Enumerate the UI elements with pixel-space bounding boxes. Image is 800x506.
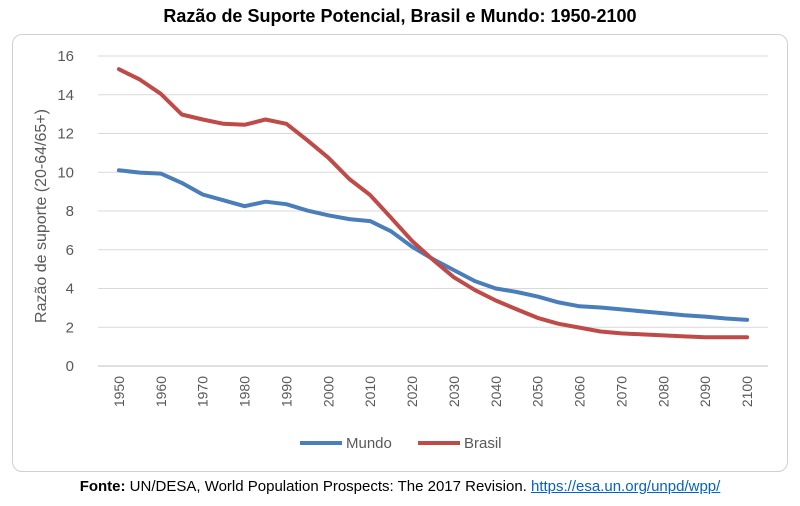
x-tick-label: 2000 xyxy=(320,376,336,407)
x-tick-label: 2050 xyxy=(530,376,546,407)
y-tick-label: 0 xyxy=(66,358,74,375)
x-tick-label: 2060 xyxy=(572,376,588,407)
series-line-brasil xyxy=(116,67,750,340)
chart-title: Razão de Suporte Potencial, Brasil e Mun… xyxy=(163,6,637,26)
x-tick-label: 1990 xyxy=(278,376,294,407)
x-tick-label: 1980 xyxy=(237,376,253,407)
source-link[interactable]: https://esa.un.org/unpd/wpp/ xyxy=(531,478,721,495)
x-tick-label: 2010 xyxy=(362,376,378,407)
x-tick-label: 1950 xyxy=(111,376,127,407)
legend: Mundo Brasil xyxy=(300,435,502,452)
x-tick-label: 2030 xyxy=(446,376,462,407)
source-text: UN/DESA, World Population Prospects: The… xyxy=(125,478,531,495)
y-tick-label: 6 xyxy=(66,242,74,259)
y-axis-label: Razão de suporte (20-64/65+) xyxy=(33,109,50,323)
x-tick-label: 2080 xyxy=(655,376,671,407)
y-tick-label: 8 xyxy=(66,203,74,220)
x-tick-label: 2040 xyxy=(488,376,504,407)
x-tick-label: 2020 xyxy=(404,376,420,407)
y-tick-labels: 0 2 4 6 8 10 12 14 16 xyxy=(57,48,74,375)
y-tick-label: 16 xyxy=(57,48,74,65)
series-line-mundo xyxy=(116,168,750,322)
x-tick-label: 2090 xyxy=(697,376,713,407)
y-tick-label: 4 xyxy=(66,281,74,298)
x-tick-label: 2070 xyxy=(613,376,629,407)
x-tick-label: 2100 xyxy=(739,376,755,407)
legend-label-mundo: Mundo xyxy=(346,435,392,452)
y-tick-label: 14 xyxy=(57,87,74,104)
y-tick-label: 10 xyxy=(57,164,74,181)
series-lines xyxy=(116,67,750,340)
legend-label-brasil: Brasil xyxy=(464,435,502,452)
y-tick-label: 12 xyxy=(57,126,74,143)
chart-frame xyxy=(12,34,788,472)
source-note: Fonte: UN/DESA, World Population Prospec… xyxy=(0,478,800,495)
y-tick-label: 2 xyxy=(66,319,74,336)
x-tick-label: 1970 xyxy=(195,376,211,407)
gridlines xyxy=(98,55,768,367)
x-tick-label: 1960 xyxy=(153,376,169,407)
source-prefix: Fonte: xyxy=(79,478,126,495)
x-tick-labels: 1950 1960 1970 1980 1990 2000 2010 2020 2030 2040… xyxy=(111,376,755,407)
